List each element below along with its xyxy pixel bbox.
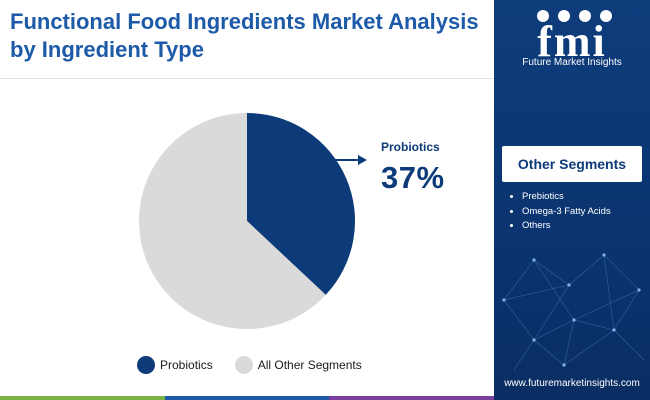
bottom-bar-purple bbox=[329, 396, 495, 400]
other-segments-list: Prebiotics Omega-3 Fatty Acids Others bbox=[508, 190, 611, 234]
bottom-color-bar bbox=[0, 396, 495, 400]
sidebar: fmi Future Market Insights Other Segment… bbox=[494, 0, 650, 400]
logo-text: fmi bbox=[537, 17, 607, 66]
legend-label-probiotics: Probiotics bbox=[160, 358, 213, 372]
legend-swatch-other bbox=[234, 356, 253, 374]
legend-item-probiotics: Probiotics bbox=[137, 356, 213, 374]
bottom-bar-blue bbox=[164, 396, 330, 400]
pie-chart bbox=[139, 113, 367, 329]
logo-icon-drink bbox=[558, 10, 570, 22]
website-url: www.futuremarketinsights.com bbox=[504, 378, 640, 389]
legend-swatch-probiotics bbox=[137, 356, 155, 374]
logo-icon-food bbox=[537, 10, 549, 22]
legend-label-other: All Other Segments bbox=[257, 358, 362, 372]
bottom-bar-green bbox=[0, 396, 165, 400]
network-decoration bbox=[502, 253, 645, 371]
callout-label: Probiotics bbox=[381, 140, 440, 154]
other-segments-heading: Other Segments bbox=[502, 146, 642, 182]
legend: Probiotics All Other Segments bbox=[137, 354, 384, 376]
logo-icon-leaf bbox=[579, 10, 591, 22]
title-divider bbox=[0, 78, 494, 79]
brand-name: Future Market Insights bbox=[522, 57, 622, 68]
segment-item: Others bbox=[522, 219, 611, 234]
segment-item: Omega-3 Fatty Acids bbox=[522, 205, 611, 220]
pie-slice-all-other-segments bbox=[139, 113, 326, 329]
fmi-logo: fmi bbox=[537, 10, 612, 66]
legend-item-other: All Other Segments bbox=[234, 356, 362, 374]
segment-item: Prebiotics bbox=[522, 190, 611, 205]
callout-arrow bbox=[358, 155, 367, 165]
logo-icon-person bbox=[600, 10, 612, 22]
callout-value: 37% bbox=[381, 160, 445, 195]
pie-slice-probiotics bbox=[247, 113, 356, 295]
chart-title: Functional Food Ingredients Market Analy… bbox=[10, 9, 479, 62]
